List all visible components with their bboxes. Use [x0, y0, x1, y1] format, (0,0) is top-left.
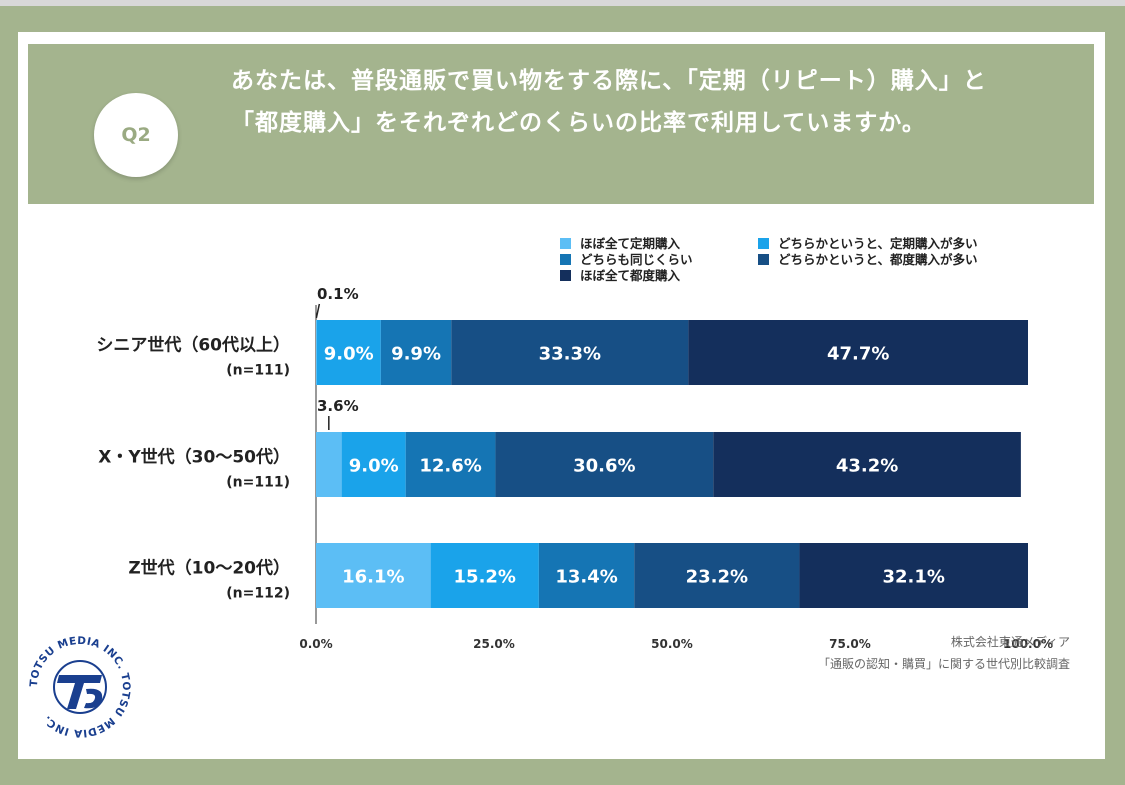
- source-note: 株式会社東通メディア 「通販の認知・購買」に関する世代別比較調査: [818, 631, 1070, 675]
- bar-segment: [688, 320, 1028, 385]
- category-label: X・Y世代（30〜50代）: [98, 447, 290, 468]
- data-label: 43.2%: [836, 456, 898, 477]
- content-panel: Q2 あなたは、普段通販で買い物をする際に、「定期（リピート）購入」と「都度購入…: [18, 32, 1105, 759]
- legend-swatch: [560, 254, 571, 265]
- legend-label: どちらかというと、都度購入が多い: [778, 252, 978, 267]
- x-tick-label: 50.0%: [651, 637, 693, 651]
- bar-segment: [316, 432, 342, 497]
- legend-swatch: [758, 254, 769, 265]
- question-text: あなたは、普段通販で買い物をする際に、「定期（リピート）購入」と「都度購入」をそ…: [231, 68, 987, 136]
- source-company: 株式会社東通メディア: [950, 635, 1070, 649]
- bar-segment: [713, 432, 1021, 497]
- question-badge: Q2: [94, 93, 178, 177]
- legend-label: ほぼ全て定期購入: [580, 236, 681, 251]
- x-tick-label: 25.0%: [473, 637, 515, 651]
- data-label: 9.9%: [391, 344, 441, 365]
- legend-label: どちらも同じくらい: [580, 252, 693, 267]
- legend-swatch: [560, 270, 571, 281]
- bar-segment: [495, 432, 714, 497]
- category-n-label: (n=111): [226, 363, 290, 379]
- top-strip: [0, 0, 1125, 6]
- legend-swatch: [560, 238, 571, 249]
- totsu-media-logo: TOTSU MEDIA INC. TOTSU MEDIA INC.: [28, 635, 132, 739]
- question-banner: Q2 あなたは、普段通販で買い物をする際に、「定期（リピート）購入」と「都度購入…: [28, 44, 1094, 204]
- x-tick-label: 0.0%: [299, 637, 332, 651]
- data-label: 12.6%: [419, 456, 481, 477]
- category-label: シニア世代（60代以上）: [96, 335, 290, 356]
- legend-swatch: [758, 238, 769, 249]
- bar-segment: [538, 543, 635, 608]
- data-label: 15.2%: [454, 567, 516, 588]
- data-label: 23.2%: [686, 567, 748, 588]
- data-label: 9.0%: [324, 344, 374, 365]
- data-label: 30.6%: [573, 456, 635, 477]
- bar-segment: [316, 320, 317, 385]
- data-label: 13.4%: [555, 567, 617, 588]
- category-n-label: (n=111): [226, 475, 290, 491]
- legend-label: どちらかというと、定期購入が多い: [778, 236, 978, 251]
- bar-segment: [405, 432, 496, 497]
- bar-segment: [316, 543, 431, 608]
- bar-segment: [316, 320, 381, 385]
- bar-segment: [451, 320, 689, 385]
- bar-segment: [380, 320, 452, 385]
- x-tick-label: 75.0%: [829, 637, 871, 651]
- data-label: 16.1%: [342, 567, 404, 588]
- data-label: 32.1%: [882, 567, 944, 588]
- callout-label: 3.6%: [317, 397, 359, 415]
- data-label: 33.3%: [539, 344, 601, 365]
- category-label: Z世代（10〜20代）: [128, 558, 290, 579]
- callout-label: 0.1%: [317, 285, 359, 303]
- source-survey: 「通販の認知・購買」に関する世代別比較調査: [817, 657, 1070, 671]
- bar-segment: [430, 543, 539, 608]
- callout-leader: [315, 303, 321, 319]
- data-label: 47.7%: [827, 344, 889, 365]
- bar-segment: [799, 543, 1028, 608]
- legend-label: ほぼ全て都度購入: [580, 268, 681, 283]
- bar-segment: [341, 432, 406, 497]
- bar-segment: [634, 543, 800, 608]
- category-n-label: (n=112): [226, 586, 290, 602]
- data-label: 9.0%: [349, 456, 399, 477]
- x-tick-label: 100.0%: [1003, 637, 1053, 651]
